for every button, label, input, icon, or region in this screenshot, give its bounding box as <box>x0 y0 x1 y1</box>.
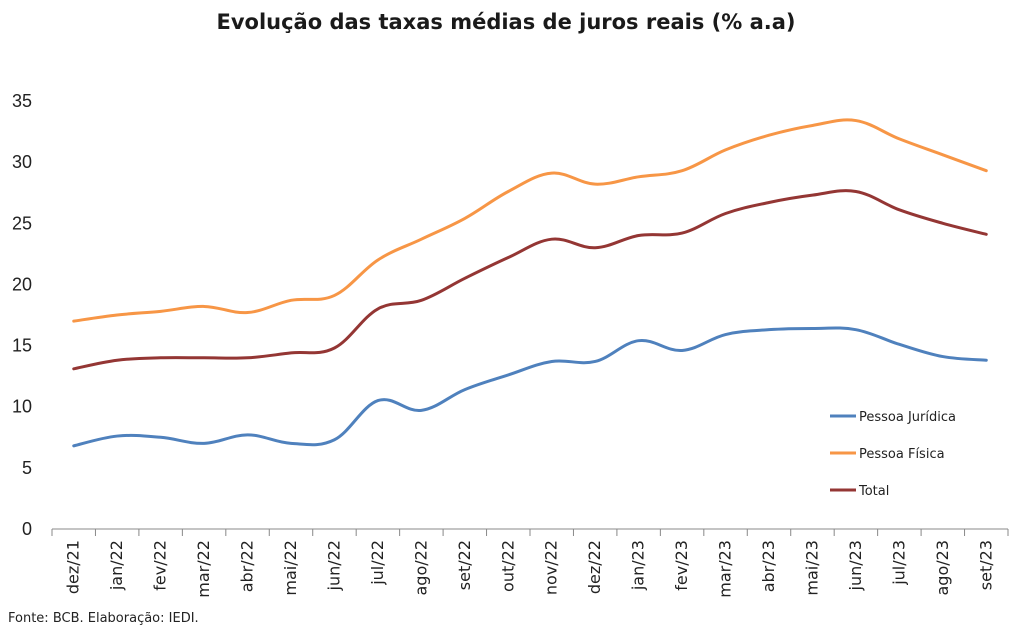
x-tick-label: jan/23 <box>629 540 648 591</box>
x-tick-label: ago/23 <box>933 540 952 596</box>
y-tick-label: 10 <box>12 397 32 417</box>
x-tick-label: dez/21 <box>64 540 83 594</box>
series-line-pessoa-f-sica <box>72 118 988 323</box>
x-tick-label: nov/22 <box>542 540 561 595</box>
y-tick-label: 35 <box>12 91 32 111</box>
x-tick-label: mar/22 <box>194 540 213 598</box>
series-lines <box>72 118 988 448</box>
y-tick-label: 20 <box>12 274 32 294</box>
x-tick-label: ago/22 <box>411 540 430 596</box>
x-tick-label: dez/22 <box>585 540 604 594</box>
y-tick-label: 5 <box>22 458 32 478</box>
legend: Pessoa Jurídica Pessoa Física Total <box>830 410 956 499</box>
x-tick-label: fev/22 <box>151 540 170 591</box>
x-tick-label: mar/23 <box>716 540 735 598</box>
x-tick-label: jul/23 <box>889 540 908 586</box>
chart-title: Evolução das taxas médias de juros reais… <box>216 10 796 34</box>
x-tick-label: mai/23 <box>802 540 821 596</box>
x-tick-label: jul/22 <box>368 540 387 586</box>
series-line-pessoa-jur-dica <box>72 326 988 448</box>
y-tick-label: 0 <box>22 519 32 539</box>
x-tick-label: jan/22 <box>107 540 126 591</box>
x-tick-label: out/22 <box>498 540 517 592</box>
legend-label: Pessoa Jurídica <box>859 410 956 425</box>
x-tick-label: mai/22 <box>281 540 300 596</box>
x-tick-label: set/23 <box>976 540 995 590</box>
source-note: Fonte: BCB. Elaboração: IEDI. <box>8 611 199 626</box>
legend-label: Total <box>858 484 889 499</box>
x-tick-label: jun/23 <box>846 540 865 591</box>
x-tick-label: fev/23 <box>672 540 691 591</box>
x-tick-label: abr/23 <box>759 540 778 592</box>
y-tick-label: 30 <box>12 152 32 172</box>
legend-label: Pessoa Física <box>859 447 945 462</box>
y-tick-label: 15 <box>12 336 32 356</box>
x-tick-label: set/22 <box>455 540 474 590</box>
x-tick-label: abr/22 <box>238 540 257 592</box>
series-line-total <box>72 189 988 371</box>
x-tick-label: jun/22 <box>324 540 343 591</box>
y-tick-label: 25 <box>12 213 32 233</box>
x-axis: dez/21 jan/22 fev/22 mar/22 abr/22 mai/22 jun/… <box>51 528 1009 598</box>
y-axis: 0 5 10 15 20 25 30 35 <box>12 91 32 539</box>
